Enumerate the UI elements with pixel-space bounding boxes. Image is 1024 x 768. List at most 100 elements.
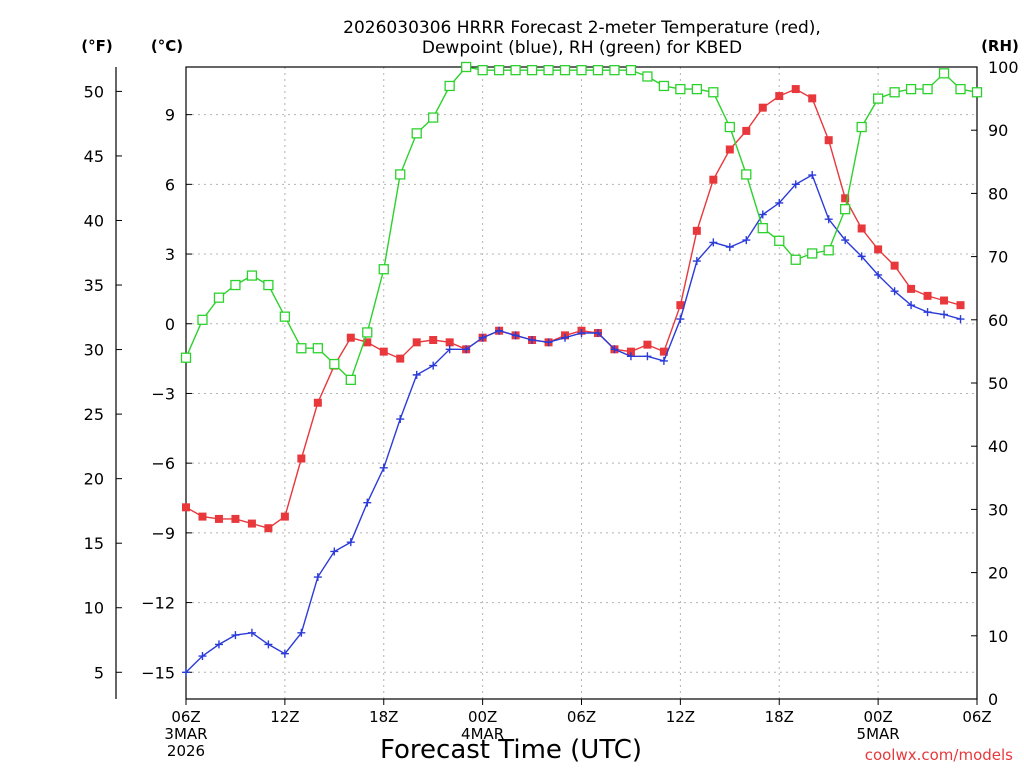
x-date-label: 3MAR [164, 725, 207, 743]
rh-marker [559, 65, 571, 76]
temperature-marker [956, 301, 965, 310]
rh-marker [938, 68, 950, 79]
rh-marker [362, 327, 373, 338]
rh-marker [724, 121, 735, 133]
rh-marker [708, 87, 719, 98]
fahrenheit-unit-label: (°F) [81, 37, 112, 55]
dewpoint-marker [725, 243, 734, 252]
rh-tick-label: 20 [988, 564, 1008, 583]
celsius-tick-label: 9 [165, 106, 175, 125]
temperature-marker [923, 291, 932, 300]
rh-tick-label: 40 [988, 437, 1008, 456]
fahrenheit-tick-label: 20 [84, 470, 104, 489]
rh-marker [840, 204, 851, 215]
dewpoint-marker [214, 640, 223, 649]
rh-marker [197, 314, 208, 325]
temperature-marker [824, 136, 833, 145]
temperature-marker [297, 454, 306, 463]
dewpoint-marker [593, 329, 602, 338]
temperature-marker [264, 524, 273, 533]
x-tick-label: 06Z [567, 708, 596, 726]
temperature-marker [725, 145, 734, 154]
rh-unit-label: (RH) [981, 37, 1019, 55]
dewpoint-marker [808, 171, 817, 180]
dewpoint-marker [940, 310, 949, 319]
temperature-marker [907, 284, 916, 293]
x-year-label: 2026 [167, 742, 205, 760]
rh-marker [658, 80, 670, 92]
dewpoint-marker [495, 326, 504, 335]
rh-tick-label: 70 [988, 248, 1008, 267]
rh-tick-label: 90 [988, 121, 1008, 140]
dewpoint-marker [758, 210, 767, 219]
rh-tick-label: 100 [988, 58, 1019, 77]
rh-marker [625, 65, 637, 76]
dewpoint-marker [890, 287, 899, 296]
credit-text: coolwx.com/models [865, 746, 1013, 764]
x-tick-label: 00Z [863, 708, 892, 726]
rh-marker [543, 65, 554, 76]
celsius-tick-label: −12 [141, 594, 175, 613]
celsius-tick-label: −15 [141, 663, 175, 682]
dewpoint-marker [923, 308, 932, 317]
temperature-marker [857, 224, 866, 233]
fahrenheit-tick-label: 15 [84, 534, 104, 553]
temperature-marker [412, 338, 421, 347]
dewpoint-marker [676, 315, 685, 324]
rh-tick-label: 10 [988, 627, 1008, 646]
dewpoint-marker [841, 236, 850, 245]
dewpoint-marker [445, 345, 454, 354]
fahrenheit-tick-label: 45 [84, 147, 104, 166]
temperature-marker [363, 338, 372, 347]
temperature-marker [775, 92, 784, 101]
rh-marker [872, 93, 884, 104]
dewpoint-marker [874, 270, 883, 279]
rh-marker [395, 169, 406, 180]
rh-marker [609, 65, 620, 76]
rh-marker [312, 343, 323, 354]
temperature-marker [676, 301, 685, 310]
temperature-marker [808, 94, 817, 103]
x-tick-label: 12Z [270, 708, 299, 726]
rh-marker [774, 235, 785, 246]
temperature-marker [874, 245, 883, 254]
dewpoint-marker [824, 215, 833, 224]
temperature-marker [396, 354, 405, 363]
temperature-marker [429, 336, 438, 345]
dewpoint-marker [412, 370, 421, 379]
rh-marker [741, 169, 752, 180]
dewpoint-marker [742, 236, 751, 245]
temperature-marker [182, 503, 190, 512]
x-date-label: 5MAR [857, 725, 900, 743]
rh-marker [691, 83, 703, 95]
temperature-marker [841, 194, 850, 203]
dewpoint-marker [182, 668, 190, 677]
temperature-marker [445, 338, 454, 347]
temperature-marker [758, 103, 767, 112]
temperature-marker [247, 519, 256, 528]
temperature-marker [626, 347, 635, 356]
temperature-marker [791, 85, 800, 94]
temperature-marker [214, 514, 223, 523]
dewpoint-marker [643, 352, 652, 361]
dewpoint-marker [231, 631, 240, 640]
dewpoint-marker [346, 538, 355, 547]
celsius-tick-label: −9 [151, 524, 175, 543]
rh-marker [279, 311, 291, 322]
dewpoint-marker [247, 628, 256, 637]
rh-marker [823, 245, 834, 256]
x-axis-title: Forecast Time (UTC) [380, 735, 642, 765]
fahrenheit-tick-label: 30 [84, 341, 104, 360]
data-series [180, 61, 983, 677]
x-tick-label: 12Z [666, 708, 695, 726]
dewpoint-marker [379, 463, 388, 472]
x-date-label: 4MAR [461, 725, 504, 743]
x-tick-label: 06Z [171, 708, 200, 726]
fahrenheit-tick-label: 5 [94, 663, 104, 682]
x-tick-label: 00Z [468, 708, 497, 726]
fahrenheit-tick-label: 10 [84, 599, 104, 618]
dewpoint-marker [561, 333, 570, 342]
dewpoint-marker [330, 547, 339, 556]
temperature-marker [692, 226, 701, 235]
